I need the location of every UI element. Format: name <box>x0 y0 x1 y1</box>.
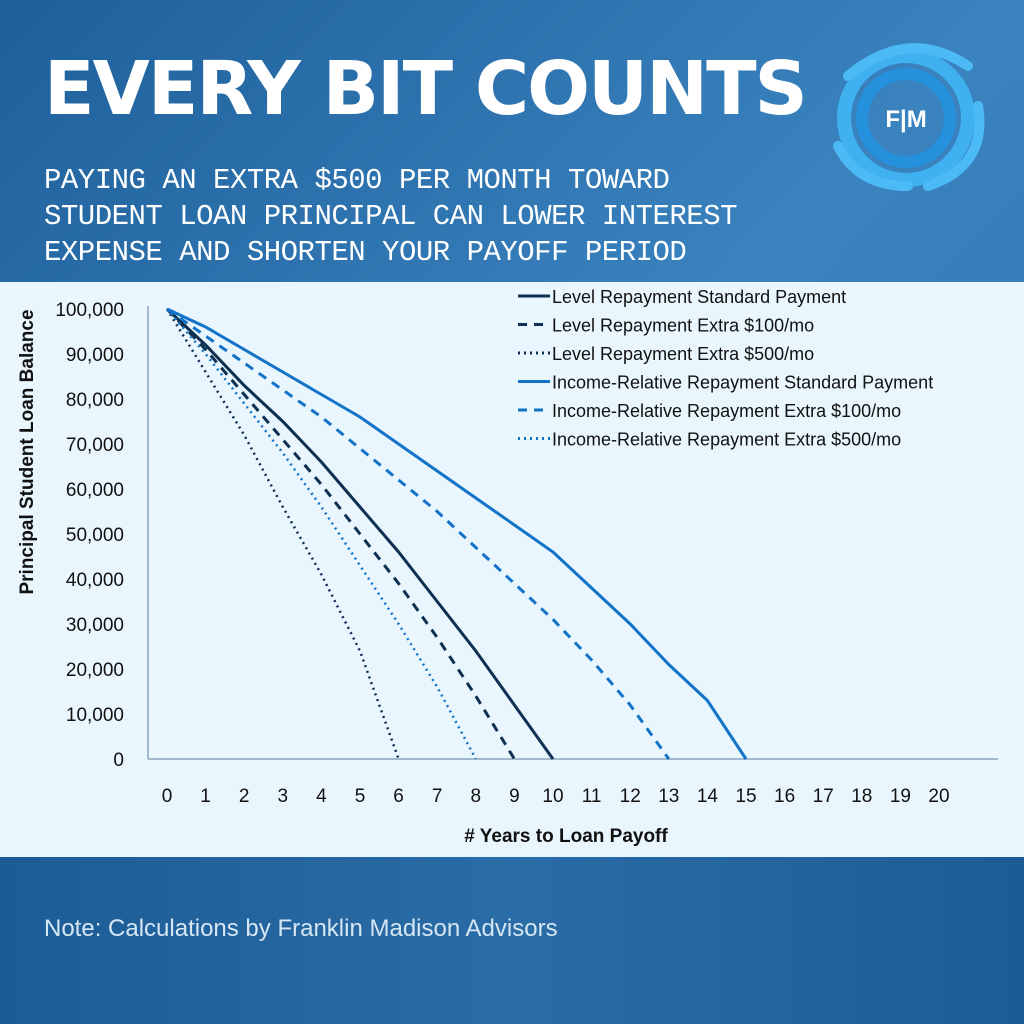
legend-label: Level Repayment Extra $500/mo <box>552 344 814 364</box>
subtitle: PAYING AN EXTRA $500 PER MONTH TOWARD ST… <box>44 163 738 271</box>
x-tick-label: 7 <box>432 786 443 807</box>
legend-label: Level Repayment Extra $100/mo <box>552 316 814 336</box>
subtitle-line: EXPENSE AND SHORTEN YOUR PAYOFF PERIOD <box>44 236 687 269</box>
y-tick-label: 30,000 <box>66 615 124 636</box>
page-title: EVERY BIT COUNTS <box>44 46 808 132</box>
y-tick-label: 60,000 <box>66 480 124 501</box>
y-tick-label: 10,000 <box>66 705 124 726</box>
subtitle-line: STUDENT LOAN PRINCIPAL CAN LOWER INTERES… <box>44 200 738 233</box>
x-tick-label: 8 <box>471 786 482 807</box>
series-line <box>165 308 400 760</box>
y-tick-label: 20,000 <box>66 660 124 681</box>
chart-panel: 0 1 2 3 4 5 6 7 8 9 10 11 12 13 14 15 16 17 18 19 20 0 10,000 2… <box>0 282 1024 857</box>
line-chart: 0 1 2 3 4 5 6 7 8 9 10 11 12 13 14 15 16 17 18 19 20010,0002… <box>17 287 998 847</box>
x-tick-label: 13 <box>658 786 679 807</box>
legend-label: Income-Relative Repayment Extra $100/mo <box>552 401 901 421</box>
x-tick-label: 14 <box>697 786 719 807</box>
company-logo: F|M <box>833 43 985 191</box>
y-tick-label: 70,000 <box>66 435 124 456</box>
x-tick-label: 0 <box>162 786 173 807</box>
footnote: Note: Calculations by Franklin Madison A… <box>44 915 558 942</box>
y-axis-title: Principal Student Loan Balance <box>17 309 38 594</box>
y-tick-label: 100,000 <box>55 300 124 321</box>
x-tick-label: 1 <box>200 786 211 807</box>
y-tick-label: 0 <box>113 750 124 771</box>
x-tick-label: 19 <box>890 786 911 807</box>
legend-label: Level Repayment Standard Payment <box>552 287 846 307</box>
series-line <box>166 308 477 760</box>
logo-text: F|M <box>885 106 926 133</box>
series-line <box>165 307 555 760</box>
series-line <box>165 307 516 760</box>
x-tick-label: 9 <box>509 786 520 807</box>
x-tick-label: 2 <box>239 786 250 807</box>
y-tick-label: 50,000 <box>66 525 124 546</box>
x-tick-label: 5 <box>355 786 366 807</box>
legend-label: Income-Relative Repayment Standard Payme… <box>552 373 933 393</box>
x-tick-label: 3 <box>278 786 289 807</box>
x-tick-label: 12 <box>620 786 641 807</box>
x-axis-title: # Years to Loan Payoff <box>464 826 668 847</box>
x-tick-label: 16 <box>774 786 795 807</box>
x-tick-label: 20 <box>928 786 949 807</box>
y-tick-label: 80,000 <box>66 390 124 411</box>
x-tick-label: 15 <box>735 786 756 807</box>
y-tick-label: 90,000 <box>66 345 124 366</box>
legend-label: Income-Relative Repayment Extra $500/mo <box>552 430 901 450</box>
x-tick-label: 10 <box>542 786 563 807</box>
x-tick-label: 4 <box>316 786 327 807</box>
subtitle-line: PAYING AN EXTRA $500 PER MONTH TOWARD <box>44 164 670 197</box>
x-tick-label: 18 <box>851 786 872 807</box>
series-line <box>166 307 671 760</box>
y-tick-label: 40,000 <box>66 570 124 591</box>
series-line <box>166 307 748 760</box>
x-tick-label: 11 <box>582 786 602 807</box>
x-tick-label: 6 <box>393 786 404 807</box>
x-tick-label: 17 <box>813 786 834 807</box>
footer <box>0 857 1024 1024</box>
